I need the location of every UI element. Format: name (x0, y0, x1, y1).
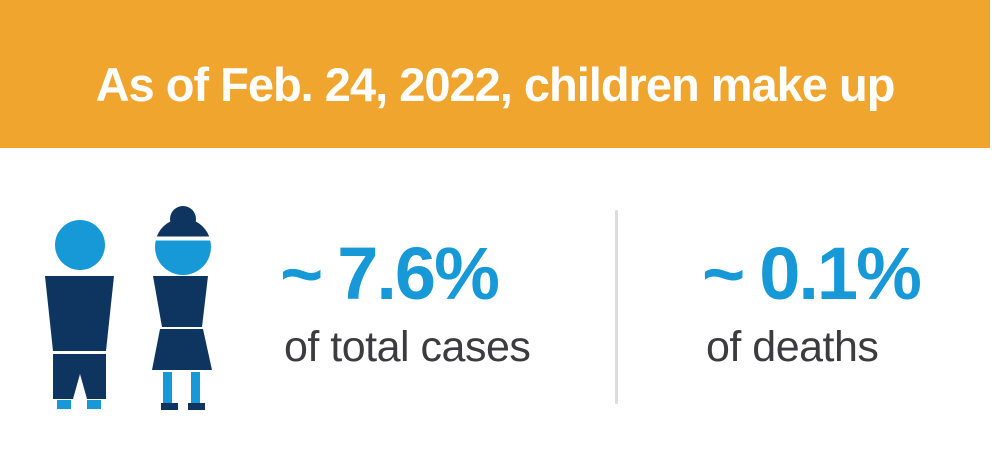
vertical-divider (615, 210, 618, 404)
banner-title: As of Feb. 24, 2022, children make up (95, 57, 896, 111)
stat-label-deaths: of deaths (706, 323, 879, 371)
stat-number-deaths: 0.1% (759, 232, 922, 315)
approx-tilde-icon: ~ (280, 232, 323, 315)
stat-value-total-cases: ~7.6% (280, 237, 530, 311)
stat-total-cases: ~7.6% of total cases (280, 237, 531, 372)
stat-label-total-cases: of total cases (284, 323, 531, 371)
stat-value-deaths: ~0.1% (702, 232, 922, 315)
stat-number-total-cases: 7.6% (337, 232, 500, 315)
stat-deaths: ~0.1% of deaths (702, 232, 922, 372)
approx-tilde-icon: ~ (702, 232, 745, 315)
boy-child-icon (45, 220, 114, 409)
girl-child-icon (150, 206, 215, 410)
children-figures (45, 206, 215, 410)
banner: As of Feb. 24, 2022, children make up (0, 0, 990, 148)
